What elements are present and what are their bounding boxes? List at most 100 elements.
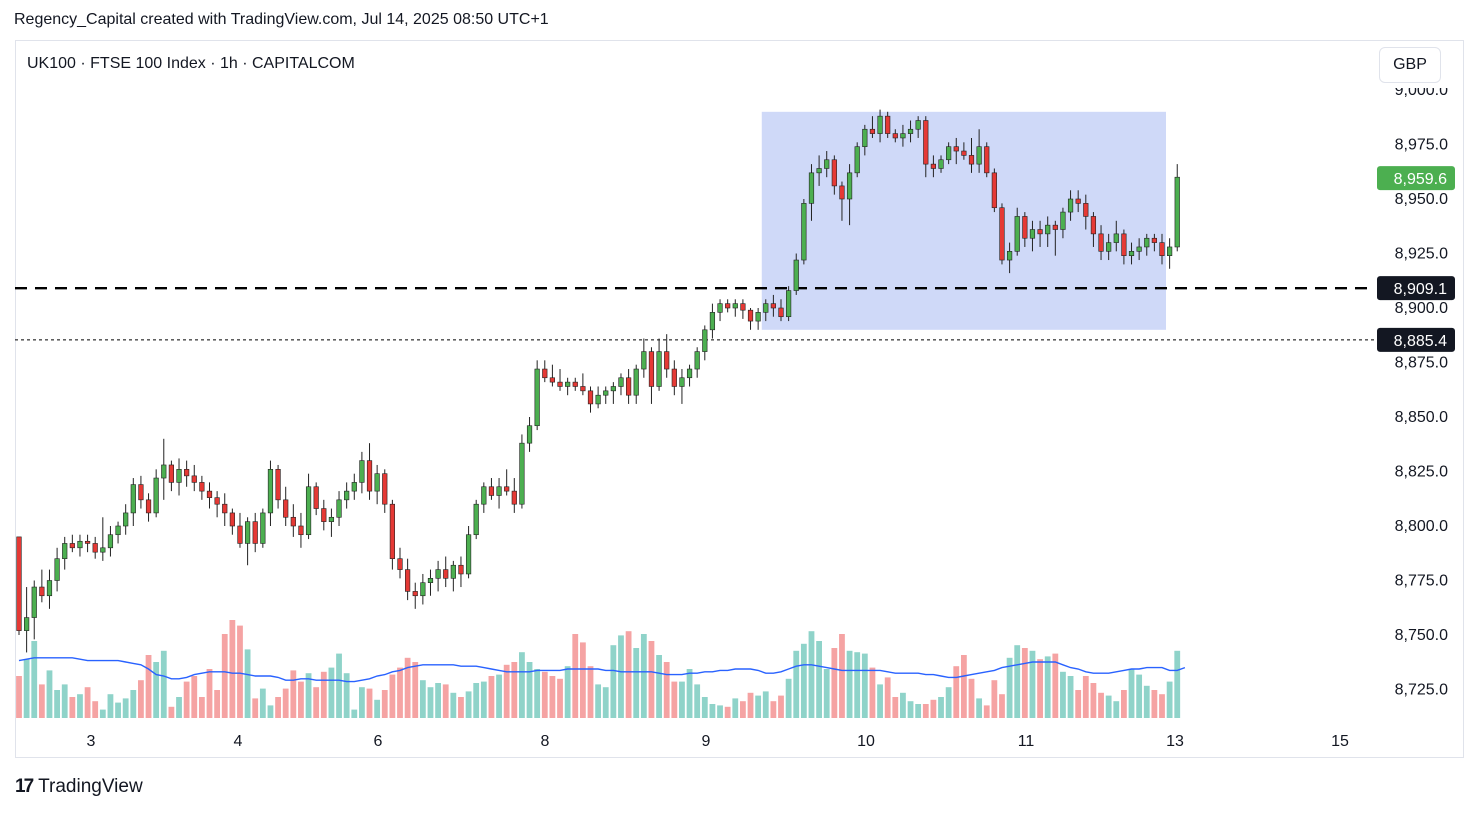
candle <box>1113 220 1119 252</box>
volume-bar <box>633 648 640 718</box>
candle-body <box>595 394 601 405</box>
candle <box>999 203 1005 265</box>
candle-body <box>382 473 388 505</box>
candle-body <box>725 303 731 309</box>
candle <box>84 534 91 553</box>
candle-body <box>946 146 952 161</box>
candle-body <box>580 386 586 392</box>
candle-body <box>229 512 235 527</box>
candle-body <box>283 499 289 518</box>
candle-body <box>488 486 495 496</box>
candle <box>900 124 906 147</box>
volume-bar <box>465 691 472 718</box>
candle <box>481 482 487 513</box>
candle <box>1067 190 1074 221</box>
candle-body <box>656 351 662 387</box>
volume-bar <box>831 648 838 718</box>
candle-body <box>808 172 815 204</box>
candle <box>694 347 700 378</box>
volume-bar <box>762 691 769 718</box>
candle <box>633 364 639 404</box>
candle <box>412 582 418 609</box>
candle <box>953 137 959 165</box>
candle <box>755 308 761 330</box>
candle-body <box>473 503 479 536</box>
candle <box>465 526 472 579</box>
volume-bar <box>404 657 411 718</box>
candle-body <box>862 128 868 147</box>
time-tick-label: 6 <box>374 733 383 750</box>
currency-button[interactable]: GBP <box>1379 47 1441 83</box>
candle-body <box>770 303 776 309</box>
candle-body <box>824 159 830 169</box>
candle-body <box>1136 246 1142 252</box>
candle <box>435 560 441 592</box>
candle-body <box>930 163 936 169</box>
candle <box>1006 242 1013 274</box>
candle-body <box>907 128 914 134</box>
candle <box>1090 212 1097 247</box>
volume-bar <box>1067 676 1074 718</box>
candle-body <box>24 617 30 631</box>
candle <box>679 369 685 404</box>
candle-body <box>740 303 746 311</box>
volume-bar <box>747 692 754 718</box>
candle-body <box>1098 233 1104 252</box>
candle <box>907 120 914 143</box>
candle <box>793 253 799 295</box>
candle-body <box>184 469 190 477</box>
volume-bar <box>572 634 579 718</box>
candle <box>580 373 586 396</box>
volume-bar <box>1166 681 1173 718</box>
candle-body <box>587 390 594 405</box>
candle-body <box>968 155 975 165</box>
candle <box>31 580 37 640</box>
volume-bar <box>381 690 388 718</box>
candle <box>313 482 319 516</box>
candle <box>839 181 845 221</box>
support-price-tag: 8,885.4 <box>1377 327 1455 352</box>
time-tick-label: 9 <box>702 733 711 750</box>
price-tick-label: 8,975.0 <box>1395 137 1448 154</box>
candle-body <box>199 482 205 492</box>
candle <box>565 377 571 396</box>
volume-bar <box>427 687 434 718</box>
volume-bar <box>336 653 342 718</box>
candle-body <box>778 307 784 318</box>
candle <box>427 569 434 596</box>
candle <box>1022 212 1028 247</box>
candle <box>69 534 75 553</box>
candle <box>702 325 708 361</box>
candle <box>153 469 159 518</box>
volume-bar <box>122 698 129 718</box>
candle-body <box>275 469 281 501</box>
candle-body <box>709 312 716 331</box>
candle-body <box>69 543 75 549</box>
candle <box>328 508 335 537</box>
candle <box>389 499 395 570</box>
volume-bar <box>313 687 320 718</box>
volume-bar <box>663 662 670 718</box>
volume-bar <box>69 697 76 718</box>
current-price-tag: 8,959.6 <box>1377 166 1455 191</box>
volume-bar <box>107 694 114 718</box>
candle-body <box>984 146 990 174</box>
volume-bar <box>679 681 685 718</box>
candle-body <box>839 185 845 200</box>
volume-bar <box>31 641 38 718</box>
candle <box>671 360 677 396</box>
candle <box>283 486 289 526</box>
candle-body <box>1067 198 1074 213</box>
candle <box>1106 233 1112 261</box>
candle <box>214 491 220 518</box>
candle <box>831 155 837 195</box>
candle <box>62 536 68 570</box>
candle-body <box>450 564 456 579</box>
candle-body <box>1113 233 1119 243</box>
time-tick-label: 11 <box>1018 733 1035 750</box>
candle <box>16 536 22 635</box>
candle <box>732 299 738 317</box>
volume-bar <box>740 701 746 718</box>
candle-body <box>1151 237 1157 243</box>
